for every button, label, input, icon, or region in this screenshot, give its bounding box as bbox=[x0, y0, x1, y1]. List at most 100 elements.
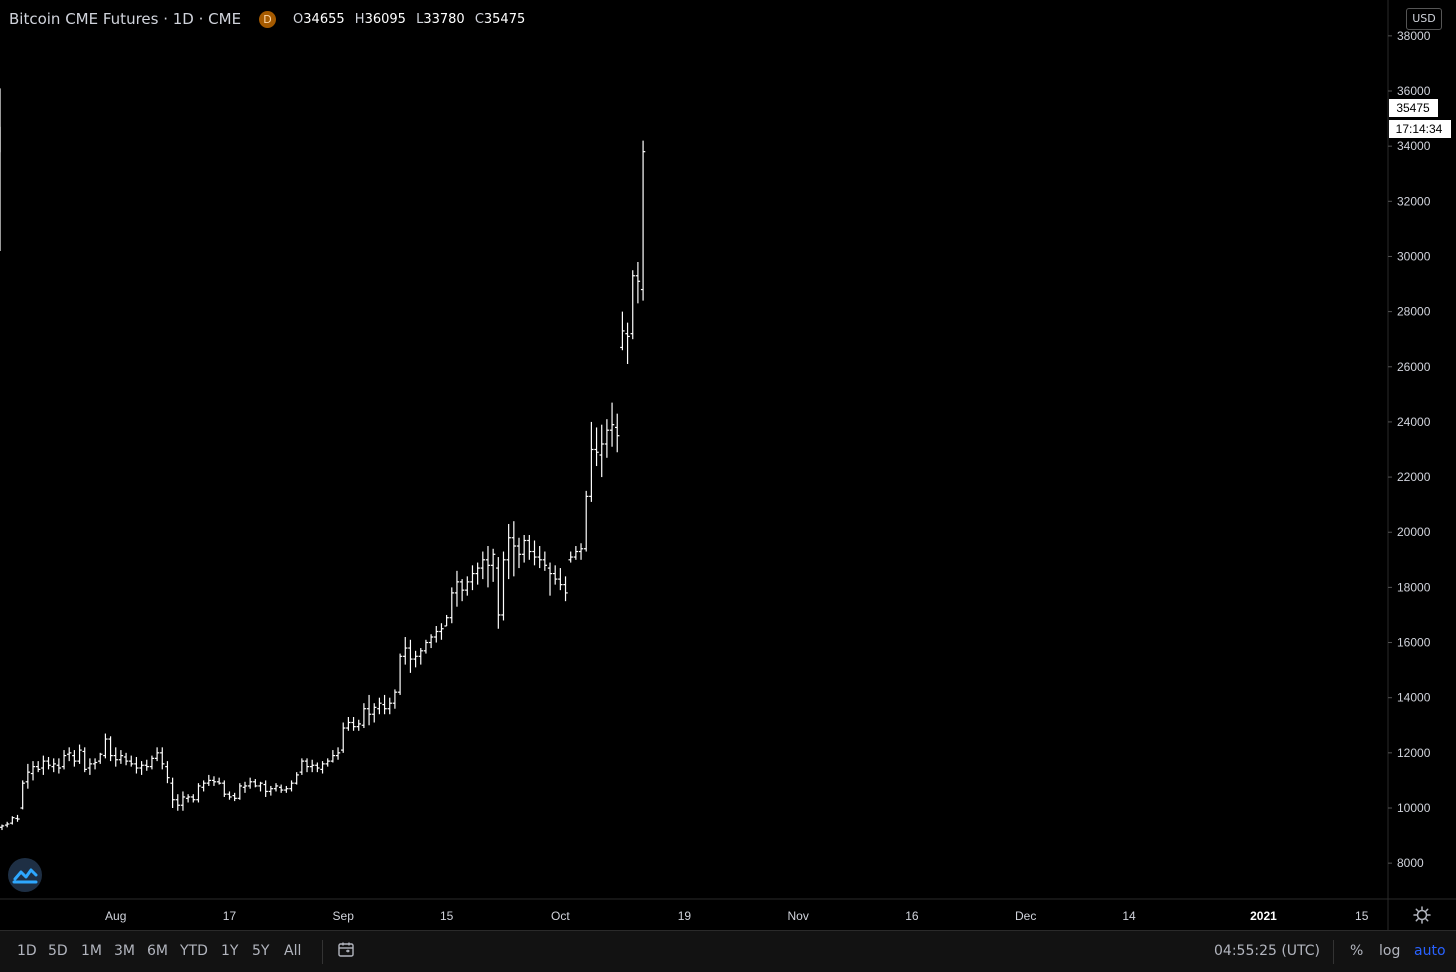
bottom-toolbar: 1D 5D 1M 3M 6M YTD 1Y 5Y All 04:55:25 (U… bbox=[0, 930, 1456, 972]
last-price-text: 35475 bbox=[1396, 101, 1430, 115]
ohlc-bar bbox=[532, 540, 537, 566]
ohlc-bar bbox=[341, 722, 346, 753]
price-tick-label: 38000 bbox=[1397, 29, 1431, 43]
time-tick-label: Nov bbox=[788, 909, 809, 923]
close-value: 35475 bbox=[483, 11, 526, 27]
ohlc-bar bbox=[268, 785, 274, 796]
tradingview-logo-icon[interactable] bbox=[8, 858, 42, 892]
range-3m[interactable]: 3M bbox=[114, 943, 135, 959]
ohlc-bar bbox=[180, 791, 186, 811]
range-ytd[interactable]: YTD bbox=[180, 943, 208, 959]
countdown-text: 17:14:34 bbox=[1396, 122, 1443, 136]
ohlc-bar bbox=[501, 551, 506, 621]
ohlc-bar bbox=[506, 523, 511, 580]
ohlc-bar bbox=[222, 780, 227, 797]
data-status-badge[interactable]: D bbox=[259, 10, 277, 28]
time-tick-label: 2021 bbox=[1250, 909, 1277, 923]
auto-scale-button[interactable]: auto bbox=[1414, 943, 1446, 959]
range-5d[interactable]: 5D bbox=[48, 943, 68, 959]
ohlc-bar bbox=[72, 750, 77, 767]
ohlc-bar bbox=[237, 783, 243, 800]
ohlc-bar bbox=[465, 576, 470, 596]
ohlc-bar bbox=[206, 774, 211, 786]
ohlc-bar bbox=[584, 490, 589, 552]
ohlc-bar bbox=[35, 761, 41, 773]
time-tick-label: Aug bbox=[105, 909, 126, 923]
ohlc-bar bbox=[413, 650, 418, 668]
ohlc-bar bbox=[216, 777, 222, 785]
ohlc-bar bbox=[490, 548, 496, 582]
ohlc-bar bbox=[625, 322, 630, 365]
range-1d[interactable]: 1D bbox=[17, 943, 37, 959]
ohlc-bar bbox=[191, 794, 196, 803]
time-tick-label: 14 bbox=[1122, 909, 1136, 923]
currency-button[interactable]: USD bbox=[1406, 8, 1442, 30]
ohlc-bar bbox=[201, 780, 206, 792]
time-tick-label: 15 bbox=[440, 909, 454, 923]
ohlc-bar bbox=[258, 781, 263, 792]
ohlc-bar bbox=[15, 814, 20, 822]
range-1y[interactable]: 1Y bbox=[221, 943, 239, 959]
clock-timezone[interactable]: 04:55:25 (UTC) bbox=[1214, 943, 1321, 959]
time-tick-label: 15 bbox=[1355, 909, 1369, 923]
high-value: 36095 bbox=[364, 11, 406, 27]
ohlc-bar bbox=[98, 752, 103, 764]
ohlc-bar bbox=[30, 761, 36, 781]
open-value: 34655 bbox=[303, 11, 345, 27]
ohlc-bar bbox=[516, 537, 522, 569]
ohlc-bar bbox=[118, 750, 124, 764]
ohlc-bar bbox=[160, 747, 165, 770]
price-tick-label: 32000 bbox=[1397, 194, 1431, 208]
ohlc-bar bbox=[372, 703, 377, 723]
ohlc-bar bbox=[537, 546, 542, 569]
date-range-calendar-icon[interactable] bbox=[337, 941, 355, 959]
time-tick-label: Dec bbox=[1015, 909, 1036, 923]
ohlc-bar bbox=[87, 758, 93, 775]
ohlc-bar bbox=[77, 744, 82, 764]
ohlc-bar bbox=[253, 779, 258, 788]
ohlc-bar bbox=[196, 783, 201, 803]
ohlc-bar bbox=[485, 546, 491, 588]
ohlc-bar bbox=[144, 759, 149, 771]
range-all[interactable]: All bbox=[284, 943, 302, 959]
ohlc-bar bbox=[635, 261, 641, 304]
time-tick-label: Sep bbox=[333, 909, 355, 923]
ohlc-bar bbox=[61, 750, 67, 770]
ohlc-bar bbox=[299, 758, 305, 775]
ohlc-bar bbox=[92, 758, 98, 770]
ohlc-bar bbox=[310, 759, 315, 773]
ohlc-bar bbox=[247, 777, 253, 789]
symbol-title[interactable]: Bitcoin CME Futures · 1D · CME bbox=[9, 10, 242, 28]
ohlc-bar bbox=[361, 703, 367, 729]
ohlc-bar bbox=[558, 568, 563, 591]
log-scale-button[interactable]: log bbox=[1379, 943, 1401, 959]
ohlc-bar bbox=[56, 758, 62, 774]
ohlc-bar bbox=[330, 750, 336, 763]
range-6m[interactable]: 6M bbox=[147, 943, 168, 959]
percent-scale-button[interactable]: % bbox=[1350, 943, 1364, 959]
chart-header: Bitcoin CME Futures · 1D · CME D O34655 … bbox=[9, 8, 531, 30]
price-tick-label: 14000 bbox=[1397, 691, 1431, 705]
ohlc-bar bbox=[273, 783, 279, 792]
price-tick-label: 16000 bbox=[1397, 636, 1431, 650]
ohlc-bar bbox=[470, 565, 475, 591]
ohlc-bar bbox=[0, 824, 5, 831]
ohlc-bar bbox=[511, 521, 517, 577]
ohlc-bar bbox=[568, 551, 573, 563]
range-1m[interactable]: 1M bbox=[81, 943, 102, 959]
settings-gear-icon[interactable] bbox=[1413, 906, 1431, 924]
ohlc-bar bbox=[304, 758, 310, 773]
range-5y[interactable]: 5Y bbox=[252, 943, 270, 959]
ohlc-bar bbox=[25, 763, 31, 789]
ohlc-bar bbox=[475, 562, 480, 585]
ohlc-bar bbox=[552, 565, 558, 585]
ohlc-bar bbox=[103, 733, 108, 759]
ohlc-bar bbox=[10, 816, 15, 825]
ohlc-bar bbox=[289, 780, 294, 792]
ohlc-bar bbox=[20, 780, 25, 810]
ohlc-bar bbox=[366, 694, 372, 726]
ohlc-readout: O34655 H36095 L33780 C35475 bbox=[293, 12, 531, 27]
toolbar-divider bbox=[322, 940, 323, 964]
chart-area[interactable]: 8000 10000 12000 14000 16000 18000 20000 22000 2… bbox=[0, 0, 1456, 930]
ohlc-bar bbox=[356, 719, 361, 731]
